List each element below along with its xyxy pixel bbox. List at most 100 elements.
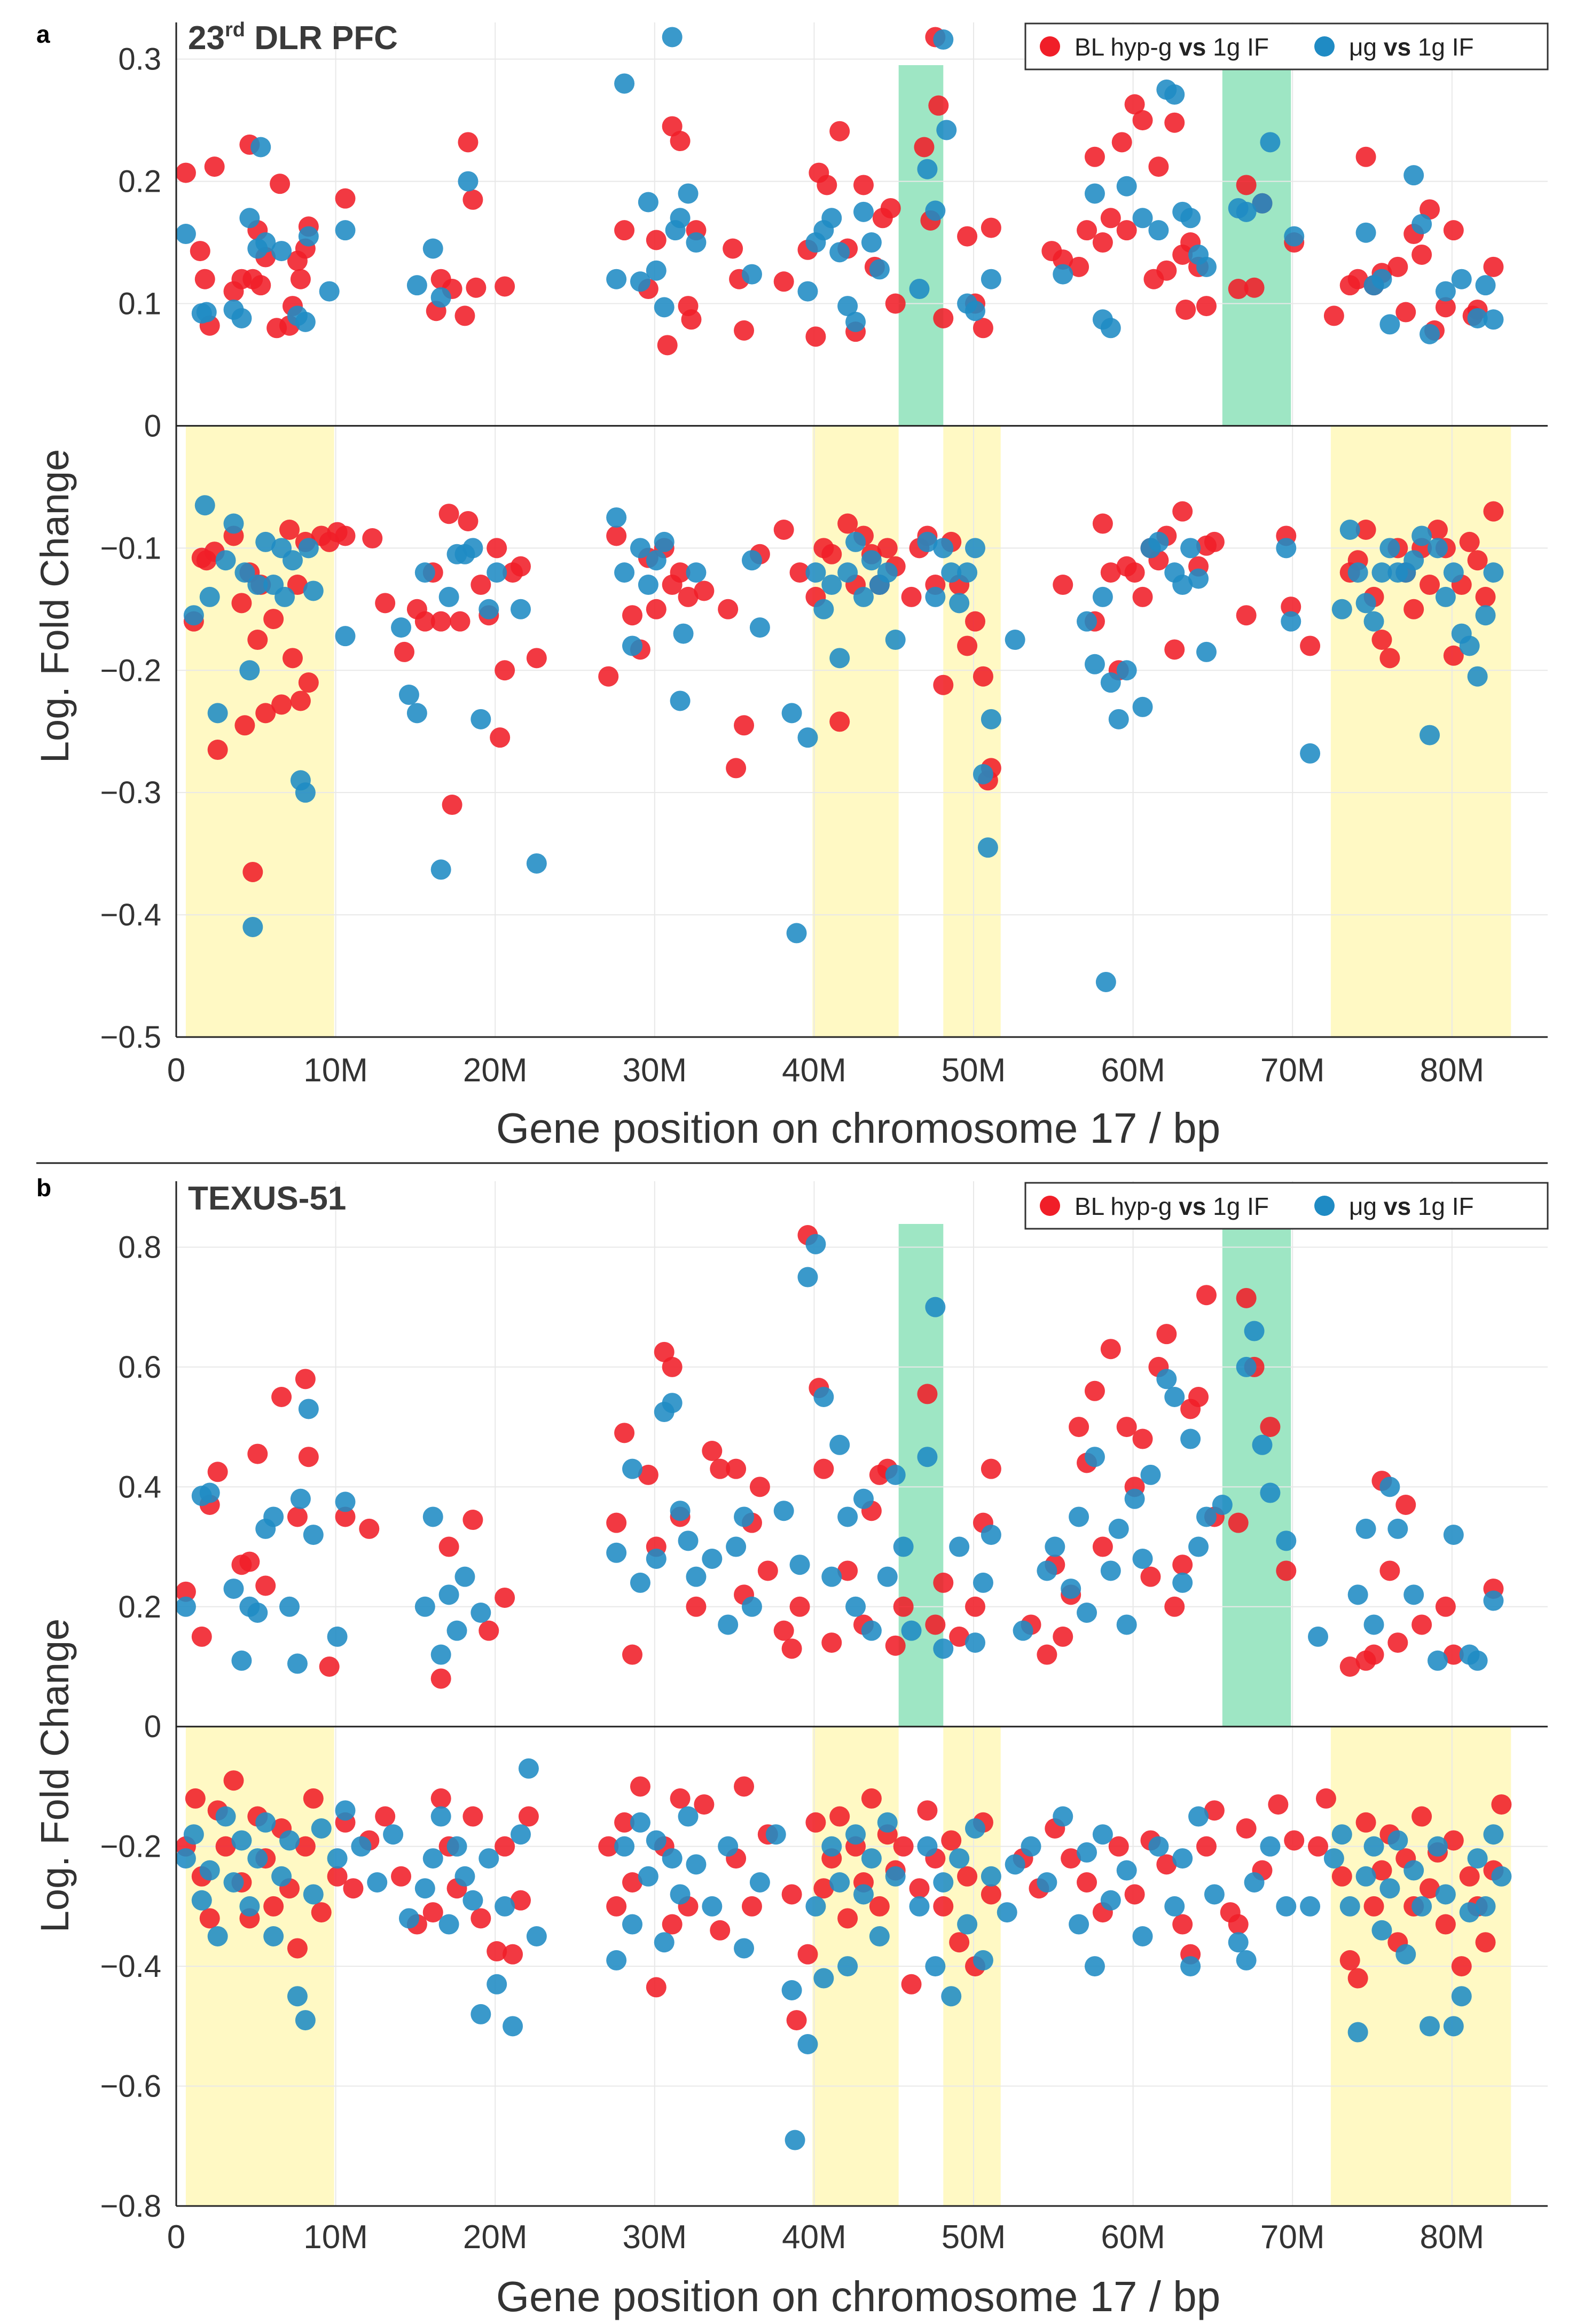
panel-b-point-s0-73 <box>1164 1596 1185 1617</box>
panel-a-xtick-label: 10M <box>303 1052 368 1089</box>
panel-a-point-s1-180 <box>1427 538 1448 559</box>
panel-a-point-s0-117 <box>255 703 276 724</box>
panel-a-point-s0-83 <box>1228 279 1249 300</box>
panel-a-point-s0-225 <box>1467 550 1488 571</box>
panel-b-point-s1-80 <box>1244 1321 1265 1341</box>
panel-b-point-s0-119 <box>391 1866 412 1887</box>
panel-b-point-s1-19 <box>438 1584 459 1605</box>
panel-a-point-s1-173 <box>1371 562 1392 583</box>
panel-a-xtick-label: 70M <box>1260 1052 1325 1089</box>
panel-a-point-s1-124 <box>749 617 770 638</box>
panel-a-point-s1-97 <box>303 580 324 601</box>
panel-a-point-s1-109 <box>479 599 499 619</box>
panel-a-point-s0-114 <box>242 861 263 882</box>
panel-a-axes <box>175 22 1548 1038</box>
panel-a-point-s0-224 <box>1459 531 1480 552</box>
panel-b-point-s1-77 <box>1196 1506 1217 1527</box>
panel-b-point-s0-49 <box>893 1596 914 1617</box>
panel-b-point-s1-175 <box>997 1902 1017 1923</box>
panel-a-point-s1-141 <box>933 538 954 559</box>
panel-b-point-s1-189 <box>1172 1848 1193 1869</box>
panel-b-title: TEXUS-51 <box>188 1180 346 1217</box>
panel-a-point-s0-34 <box>670 131 691 152</box>
panel-a-point-s1-92 <box>275 586 295 607</box>
panel-a-point-s0-162 <box>734 715 755 736</box>
panel-b-point-s1-193 <box>1228 1932 1249 1953</box>
panel-b-point-s0-66 <box>1100 1339 1121 1360</box>
panel-b-point-s0-132 <box>598 1836 619 1857</box>
panel-b-point-s0-111 <box>295 1836 316 1857</box>
panel-b-point-s1-202 <box>1347 2022 1368 2043</box>
panel-a-ytick-labels: −0.5 −0.4 −0.3 −0.2 −0.1 0 0.1 0.2 0.3 <box>100 42 162 1055</box>
panel-b-point-s1-219 <box>1483 1824 1504 1845</box>
panel-b-ytick-labels: −0.8 −0.6 −0.4 −0.2 0 0.2 0.4 0.6 0.8 <box>100 1230 162 2224</box>
panel-a-point-s1-185 <box>1467 666 1488 687</box>
panel-b-point-s1-87 <box>1363 1614 1384 1635</box>
panel-b-point-s0-67 <box>1116 1417 1137 1438</box>
panel-b-point-s1-135 <box>606 1950 627 1970</box>
panel-b-point-s1-124 <box>446 1836 467 1857</box>
panel-b-point-s0-41 <box>813 1458 834 1479</box>
panel-a-point-s0-227 <box>1483 501 1504 522</box>
panel-b-point-s1-127 <box>471 2004 491 2024</box>
panel-b-point-s1-220 <box>1491 1866 1512 1887</box>
panel-b-point-s1-25 <box>630 1572 650 1593</box>
panel-a-point-s1-182 <box>1443 562 1464 583</box>
panel-a-point-s1-144 <box>957 562 978 583</box>
panel-b-point-s0-196 <box>1331 1866 1352 1887</box>
panel-a-point-s1-78 <box>1483 309 1504 330</box>
panel-a-point-s0-214 <box>1379 648 1400 669</box>
panel-b-point-s0-37 <box>781 1638 802 1659</box>
panel-b-point-s1-191 <box>1188 1806 1209 1827</box>
panel-a-point-s0-168 <box>821 544 842 564</box>
panel-b-point-s1-156 <box>821 1836 842 1857</box>
panel-a-point-s1-117 <box>638 575 658 595</box>
panel-b-point-s1-142 <box>662 1848 683 1869</box>
panel-a-point-s0-17 <box>290 269 311 289</box>
panel-b-point-s1-168 <box>933 1872 954 1893</box>
panel-b-point-s1-176 <box>1005 1854 1025 1875</box>
panel-b-point-s0-15 <box>430 1668 451 1689</box>
panel-b-point-s1-99 <box>199 1860 220 1881</box>
panel-a-point-s0-159 <box>694 580 715 601</box>
panel-b-point-s0-195 <box>1315 1788 1336 1809</box>
panel-b-ytick-label: −0.8 <box>100 2189 162 2224</box>
panel-b-point-s0-19 <box>495 1587 515 1608</box>
panel-b-point-s0-11 <box>287 1506 308 1527</box>
panel-a-point-s0-149 <box>598 666 619 687</box>
panel-b-point-s1-121 <box>422 1848 443 1869</box>
panel-a-legend-marker-0 <box>1040 36 1060 57</box>
panel-b-point-s1-55 <box>949 1536 970 1557</box>
panel-b-point-s1-147 <box>718 1836 739 1857</box>
panel-b-point-s1-173 <box>973 1950 993 1970</box>
panel-b-point-s1-200 <box>1331 1824 1352 1845</box>
panel-a-point-s1-42 <box>917 159 938 179</box>
panel-a-point-s0-4 <box>204 156 225 177</box>
panel-a-point-s0-82 <box>1196 296 1217 317</box>
panel-b-point-s0-198 <box>1347 1968 1368 1989</box>
panel-a-point-s1-57 <box>1164 84 1185 105</box>
panel-a-point-s0-52 <box>880 198 901 218</box>
panel-a-point-s1-69 <box>1371 269 1392 289</box>
panel-b-point-s1-196 <box>1260 1836 1281 1857</box>
panel-b-point-s1-3 <box>223 1579 244 1599</box>
panel-b-point-s0-152 <box>813 1878 834 1899</box>
panel-a-points <box>175 27 1504 992</box>
panel-b-point-s1-215 <box>1451 1986 1472 2007</box>
panel-b-point-s1-204 <box>1363 1836 1384 1857</box>
panel-a-point-s0-157 <box>670 562 691 583</box>
panel-a-point-s1-86 <box>239 660 260 681</box>
panel-b-point-s1-38 <box>789 1554 810 1575</box>
panel-a-point-s0-132 <box>394 641 415 662</box>
panel-a-legend-part: 1g IF <box>1206 33 1269 61</box>
panel-b-point-s1-162 <box>869 1926 890 1946</box>
panel-a-point-s1-49 <box>1053 264 1073 285</box>
panel-a-point-s0-54 <box>914 137 935 158</box>
panel-a-point-s0-62 <box>981 217 1001 238</box>
panel-a-point-s0-169 <box>829 711 850 732</box>
panel-b-point-s1-187 <box>1148 1836 1169 1857</box>
panel-a-legend-part: BL hyp-g <box>1075 33 1179 61</box>
panel-b-xtick-label: 10M <box>303 2219 368 2256</box>
panel-b: b −0.8 −0.6 −0.4 −0.2 0 0.2 0.4 0.6 0.8 0 10M 20M 3… <box>33 1174 1549 2320</box>
panel-b-point-s0-129 <box>503 1944 523 1965</box>
